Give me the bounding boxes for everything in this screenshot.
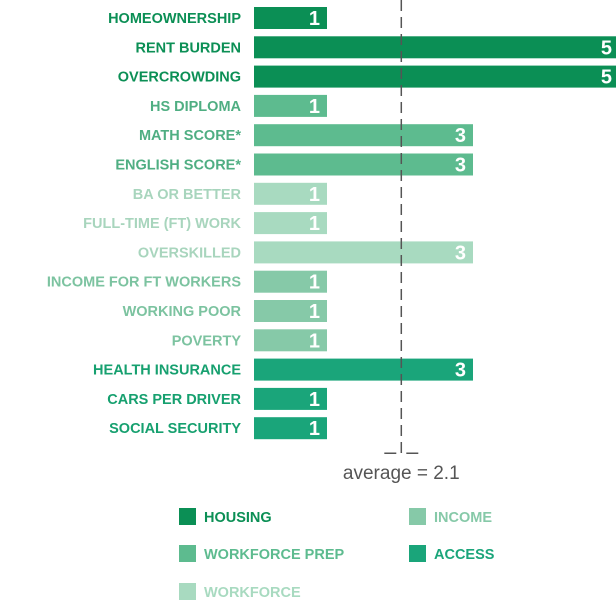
bar-value-label: 1	[309, 8, 320, 30]
bars-layer: 1 5 5 1 3 3 1 1 3 1 1 1 3 1 1	[254, 7, 616, 440]
bar-7	[254, 182, 327, 205]
category-label: RENT BURDEN	[135, 40, 241, 56]
bar-1	[254, 7, 327, 29]
category-label: OVERCROWDING	[118, 70, 241, 86]
legend-swatch	[409, 545, 426, 562]
category-label: SOCIAL SECURITY	[109, 421, 241, 437]
average-label: average = 2.1	[343, 463, 460, 484]
bar-15	[254, 417, 327, 440]
category-label: ENGLISH SCORE*	[115, 158, 241, 174]
category-label: INCOME FOR FT WORKERS	[47, 275, 241, 291]
bar-value-label: 3	[455, 360, 466, 382]
bar-6	[254, 153, 473, 176]
legend-swatch	[179, 583, 196, 600]
legend: HOUSING INCOME WORKFORCE PREP ACCESS WORKFOR…	[179, 508, 495, 601]
category-label: HOMEOWNERSHIP	[108, 11, 241, 27]
category-label: FULL-TIME (FT) WORK	[83, 216, 241, 232]
average-reference-line: average = 2.1	[343, 0, 460, 484]
bar-8	[254, 212, 327, 235]
bar-value-label: 3	[455, 125, 466, 147]
category-label: MATH SCORE*	[139, 128, 241, 144]
bar-value-label: 1	[309, 96, 320, 118]
bar-3	[254, 65, 616, 88]
bar-value-label: 5	[601, 67, 612, 89]
bar-value-label: 3	[455, 155, 466, 177]
bar-value-label: 1	[309, 272, 320, 294]
category-label: HS DIPLOMA	[150, 99, 242, 115]
legend-label: HOUSING	[204, 510, 272, 526]
category-label: POVERTY	[172, 333, 242, 349]
bar-value-label: 3	[455, 242, 466, 264]
legend-swatch	[179, 508, 196, 525]
category-labels: HOMEOWNERSHIP RENT BURDEN OVERCROWDING HS D…	[47, 11, 242, 437]
bar-value-label: 1	[309, 184, 320, 206]
bar-2	[254, 36, 616, 59]
bar-value-label: 1	[309, 301, 320, 323]
legend-label: ACCESS	[434, 547, 495, 563]
legend-label: WORKFORCE	[204, 585, 301, 601]
legend-swatch	[409, 508, 426, 525]
bar-11	[254, 300, 327, 322]
bar-14	[254, 387, 327, 410]
category-label: CARS PER DRIVER	[107, 392, 241, 408]
bar-value-label: 1	[309, 418, 320, 440]
category-label: HEALTH INSURANCE	[93, 363, 241, 379]
bar-13	[254, 358, 473, 381]
bar-10	[254, 270, 327, 293]
category-label: BA OR BETTER	[133, 187, 242, 203]
legend-label: INCOME	[434, 510, 492, 526]
bar-value-label: 1	[309, 330, 320, 352]
bar-4	[254, 94, 327, 117]
category-label: OVERSKILLED	[138, 245, 241, 261]
bar-5	[254, 124, 473, 147]
bar-9	[254, 241, 473, 264]
category-label: WORKING POOR	[123, 304, 242, 320]
legend-label: WORKFORCE PREP	[204, 547, 345, 563]
bar-value-label: 5	[601, 37, 612, 59]
legend-swatch	[179, 545, 196, 562]
bar-value-label: 1	[309, 389, 320, 411]
bar-12	[254, 329, 327, 352]
bar-value-label: 1	[309, 213, 320, 235]
